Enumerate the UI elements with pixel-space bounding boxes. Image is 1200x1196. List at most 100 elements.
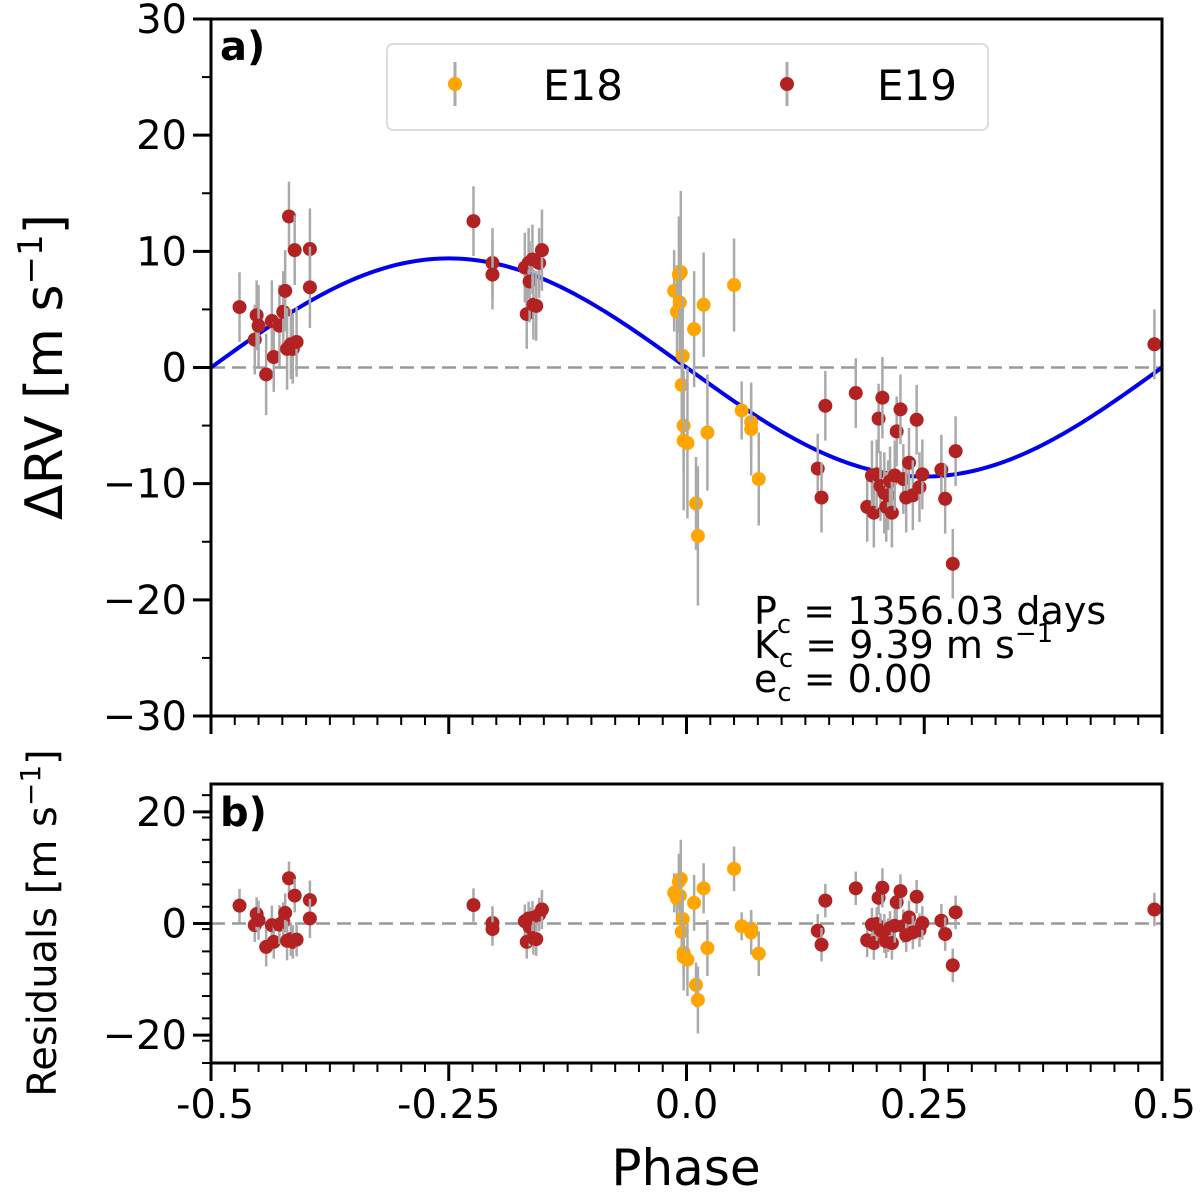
- residuals-marker: [281, 871, 296, 886]
- residuals-marker: [680, 952, 695, 967]
- rv-y-tick-label: 20: [136, 113, 187, 159]
- rv-point-e19: [232, 272, 247, 342]
- rv-marker: [249, 308, 264, 323]
- residuals-point-e19: [485, 912, 500, 946]
- rv-y-tick-label: −20: [103, 578, 187, 624]
- rv-marker: [814, 490, 829, 505]
- residuals-marker: [744, 925, 759, 940]
- rv-marker: [915, 467, 930, 482]
- rv-y-axis: −30 −20 −10 0 10 20 30: [103, 0, 211, 740]
- rv-point-e19: [534, 209, 549, 291]
- x-tick-label: -0.25: [397, 1082, 501, 1128]
- residuals-point-e19: [909, 879, 924, 914]
- residuals-point-e18: [727, 846, 742, 892]
- panel-label-a: a): [220, 24, 265, 70]
- param-period: Pc = 1356.03 days: [754, 589, 1106, 640]
- x-tick-label: -0.5: [176, 1082, 254, 1128]
- rv-marker: [674, 377, 689, 392]
- residuals-marker: [278, 905, 293, 920]
- rv-point-e18: [751, 432, 766, 526]
- residuals-panel: −20 0 20 -0.5 -0.25 0.0 0.25 0.5 b) Residuals …: [14, 749, 1196, 1196]
- residuals-marker: [674, 924, 689, 939]
- rv-marker: [266, 350, 281, 365]
- residuals-point-e18: [680, 923, 695, 997]
- rv-marker: [680, 436, 695, 451]
- rv-marker: [875, 390, 890, 405]
- rv-point-e18: [690, 466, 705, 606]
- residuals-marker: [251, 913, 266, 928]
- rv-point-e19: [287, 215, 302, 286]
- rv-marker: [687, 322, 702, 337]
- rv-point-e19: [893, 374, 908, 445]
- rv-point-e19: [948, 416, 963, 486]
- rv-point-e19: [814, 462, 829, 533]
- residuals-marker: [485, 922, 500, 937]
- residuals-point-e19: [915, 906, 930, 940]
- residuals-marker: [529, 932, 544, 947]
- rv-marker: [938, 491, 953, 506]
- residuals-point-e19: [945, 948, 960, 983]
- residuals-point-e19: [1147, 892, 1162, 927]
- residuals-marker: [751, 946, 766, 961]
- rv-marker: [751, 472, 766, 487]
- rv-marker: [945, 556, 960, 571]
- x-axis-label: Phase: [611, 1139, 760, 1196]
- param-semi-amplitude: Kc = 9.39 m s−1: [754, 619, 1053, 674]
- residuals-marker: [689, 977, 704, 992]
- rv-point-e19: [289, 307, 304, 377]
- residuals-marker: [727, 861, 742, 876]
- residuals-marker: [866, 936, 881, 951]
- residuals-point-e19: [534, 890, 549, 930]
- rv-point-e18: [734, 381, 749, 440]
- residuals-marker: [848, 881, 863, 896]
- rv-marker: [485, 267, 500, 282]
- legend-label-e19: E19: [877, 61, 957, 110]
- residuals-marker: [945, 958, 960, 973]
- residuals-marker: [534, 902, 549, 917]
- rv-point-e19: [529, 271, 544, 341]
- residuals-y-axis-label: Residuals [m s−1]: [14, 749, 66, 1097]
- residuals-marker: [818, 893, 833, 908]
- residuals-x-axis: -0.5 -0.25 0.0 0.25 0.5: [176, 1063, 1196, 1128]
- residuals-point-e19: [278, 893, 293, 933]
- residuals-y-tick-label: 20: [136, 790, 187, 836]
- rv-x-axis: [209, 716, 1164, 734]
- residuals-point-e19: [266, 925, 281, 959]
- residuals-marker: [814, 937, 829, 952]
- residuals-point-e18: [687, 874, 702, 931]
- rv-point-e19: [938, 463, 953, 534]
- residuals-point-e19: [251, 900, 266, 940]
- rv-marker: [278, 283, 293, 298]
- rv-y-axis-label: ΔRV [m s−1]: [11, 214, 75, 520]
- residuals-point-e18: [696, 863, 711, 914]
- residuals-point-e19: [466, 888, 481, 922]
- rv-point-e19: [266, 322, 281, 392]
- residuals-y-tick-label: −20: [103, 1013, 187, 1059]
- x-tick-label: 0.25: [880, 1082, 969, 1128]
- rv-y-tick-label: −30: [103, 694, 187, 740]
- residuals-point-e19: [875, 868, 890, 908]
- residuals-point-e19: [529, 922, 544, 956]
- residuals-marker: [672, 888, 687, 903]
- rv-marker: [848, 386, 863, 401]
- rv-marker: [734, 403, 749, 418]
- rv-point-e18: [744, 382, 759, 476]
- panel-label-b: b): [220, 790, 267, 836]
- residuals-point-e19: [281, 861, 296, 896]
- residuals-point-e18: [690, 966, 705, 1034]
- residuals-marker: [893, 884, 908, 899]
- residuals-point-e18: [700, 920, 715, 976]
- residuals-plot-area: [211, 839, 1162, 1034]
- residuals-marker: [690, 992, 705, 1007]
- rv-marker: [289, 334, 304, 349]
- residuals-marker: [287, 888, 302, 903]
- rv-point-e19: [249, 280, 264, 351]
- rv-point-e19: [875, 357, 890, 439]
- residuals-marker: [948, 905, 963, 920]
- residuals-marker: [289, 932, 304, 947]
- rv-marker: [700, 425, 715, 440]
- legend: E18 E19: [386, 43, 989, 131]
- residuals-point-e18: [751, 931, 766, 976]
- rv-marker: [251, 318, 266, 333]
